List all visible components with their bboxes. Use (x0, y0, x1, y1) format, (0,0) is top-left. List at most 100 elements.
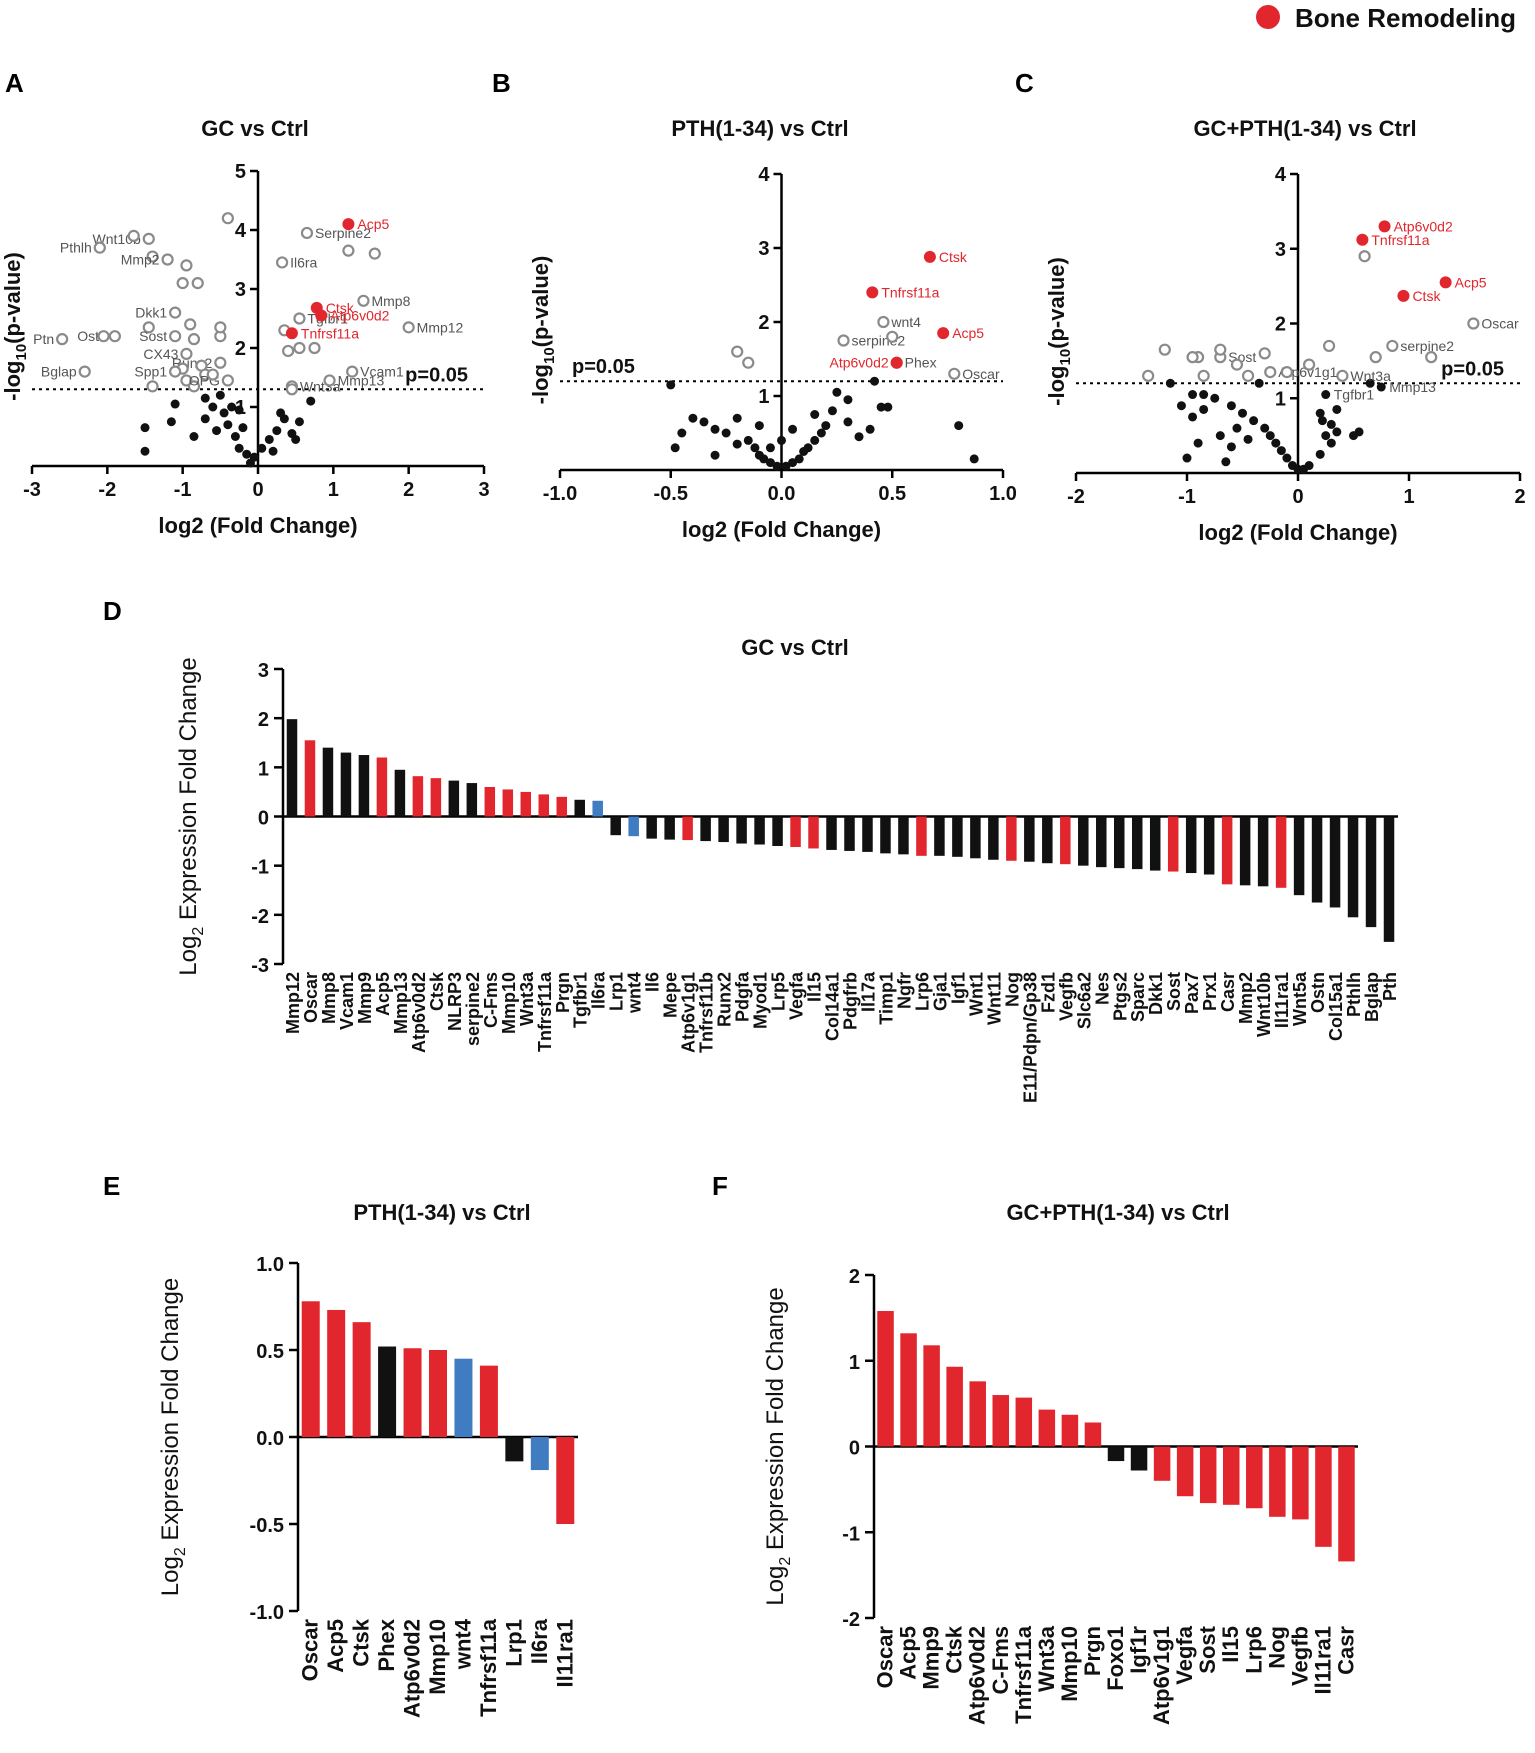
chart-title: GC+PTH(1-34) vs Ctrl (1193, 116, 1416, 141)
data-point-black (166, 417, 176, 427)
x-tick-label: 3 (478, 479, 489, 501)
y-tick-label: 1 (258, 758, 269, 780)
data-point-red (1397, 289, 1410, 302)
data-point-gray (342, 244, 355, 257)
category-label: Atp6v1g1 (1149, 1626, 1174, 1725)
category-label: Timp1 (876, 972, 896, 1025)
category-label: Tnfrsf11a (476, 1618, 501, 1717)
data-point-gray (357, 294, 370, 307)
bar (1292, 1446, 1309, 1520)
data-point-gray (142, 232, 155, 245)
data-point-gray (285, 383, 298, 396)
category-label: Atp6v0d2 (965, 1626, 990, 1725)
category-label: Igf1r (1126, 1626, 1151, 1674)
category-label: Nes (1092, 972, 1112, 1005)
data-point-black (264, 434, 274, 444)
data-point-black (865, 424, 875, 434)
category-label: Vcam1 (337, 972, 357, 1030)
data-point-red (285, 327, 298, 340)
data-point-black (788, 458, 798, 468)
data-point-black (268, 446, 278, 456)
x-tick-label: 0.0 (768, 483, 796, 505)
data-point-gray (127, 229, 140, 242)
bar (1130, 1446, 1148, 1471)
data-point-black (765, 458, 775, 468)
bar (1038, 1409, 1056, 1447)
y-tick-label: 4 (758, 164, 770, 186)
category-label: Tnfrsf11b (697, 972, 717, 1053)
data-point-black (732, 413, 742, 423)
data-point-gray (1264, 365, 1277, 379)
bar (646, 816, 657, 839)
category-label: Lrp1 (501, 1619, 526, 1667)
bar (322, 747, 334, 817)
bar (988, 816, 999, 860)
panel-label-a: A (5, 68, 24, 98)
x-tick-label: 1.0 (989, 483, 1017, 505)
gene-label: Mmp13 (1389, 379, 1436, 395)
category-label: Ctsk (427, 971, 447, 1011)
bar (862, 816, 873, 852)
category-label: Nog (1264, 1626, 1289, 1669)
data-point-black (279, 414, 289, 424)
category-label: C-Fms (988, 1626, 1013, 1694)
volcano-plot-pth: PTH(1-34) vs Ctrl -1.0 -0.5 0.0 0.5 1.0 1 2 3 4 lo… (528, 116, 1017, 542)
data-point-black (1176, 401, 1186, 411)
gene-label: Tnfrsf11a (301, 325, 359, 341)
data-point-gray (837, 334, 850, 347)
data-point-gray (56, 333, 69, 346)
bar (952, 816, 963, 857)
data-point-black (200, 393, 210, 403)
gene-label: Mmp8 (371, 293, 410, 309)
bar (1131, 816, 1143, 870)
gene-label: Atp6v0d2 (830, 355, 889, 371)
gene-label: Mmp12 (417, 319, 464, 335)
category-label: Pax7 (1182, 972, 1202, 1014)
data-point-gray (191, 277, 204, 290)
bar (1293, 816, 1305, 896)
data-point-black (876, 402, 886, 412)
category-label: Foxo1 (1103, 1626, 1128, 1691)
data-point-gray (169, 330, 182, 343)
gene-label: Ptn (33, 331, 54, 347)
category-label: Vegfa (787, 971, 807, 1020)
data-point-black (883, 402, 893, 412)
data-point-black (245, 458, 255, 468)
category-label: Mmp8 (319, 972, 339, 1024)
gene-label: Mmp2 (121, 252, 160, 268)
data-point-gray (221, 212, 234, 225)
data-point-black (208, 402, 218, 412)
category-label: Phex (374, 1618, 399, 1671)
data-point-black (816, 428, 826, 438)
bar (1315, 1446, 1332, 1547)
data-point-black (827, 406, 837, 416)
gene-label: Oscar (962, 366, 1000, 382)
y-tick-label: 0.5 (256, 1341, 284, 1363)
category-label: Prgn (1080, 1626, 1105, 1676)
data-point-gray (368, 247, 381, 260)
category-label: Mmp12 (283, 972, 303, 1034)
volcano-plot-gc-pth: GC+PTH(1-34) vs Ctrl -2 -1 0 1 2 1 2 3 4 log2 (Fol… (1044, 116, 1526, 545)
data-point-black (272, 426, 282, 436)
gene-label: Acp5 (1455, 274, 1487, 290)
data-point-black (1193, 438, 1203, 448)
data-point-gray (142, 321, 155, 334)
data-point-gray (180, 259, 193, 272)
bar (1078, 816, 1089, 866)
gene-label: Ctsk (1412, 288, 1441, 304)
chart-title: PTH(1-34) vs Ctrl (353, 1200, 530, 1225)
gene-label: Mmp13 (338, 372, 385, 388)
bar (970, 816, 981, 859)
data-point-black (227, 402, 237, 412)
bar (1257, 816, 1269, 887)
data-point-gray (1186, 351, 1199, 364)
data-point-black (794, 454, 804, 464)
category-label: NLRP3 (445, 972, 465, 1031)
data-point-black (1304, 461, 1314, 471)
x-tick-label: -2 (1067, 486, 1085, 508)
bar (1383, 816, 1395, 942)
gene-label: Acp5 (952, 325, 984, 341)
data-point-black (200, 414, 210, 424)
data-point-black (1276, 446, 1286, 456)
bar (1042, 816, 1053, 864)
